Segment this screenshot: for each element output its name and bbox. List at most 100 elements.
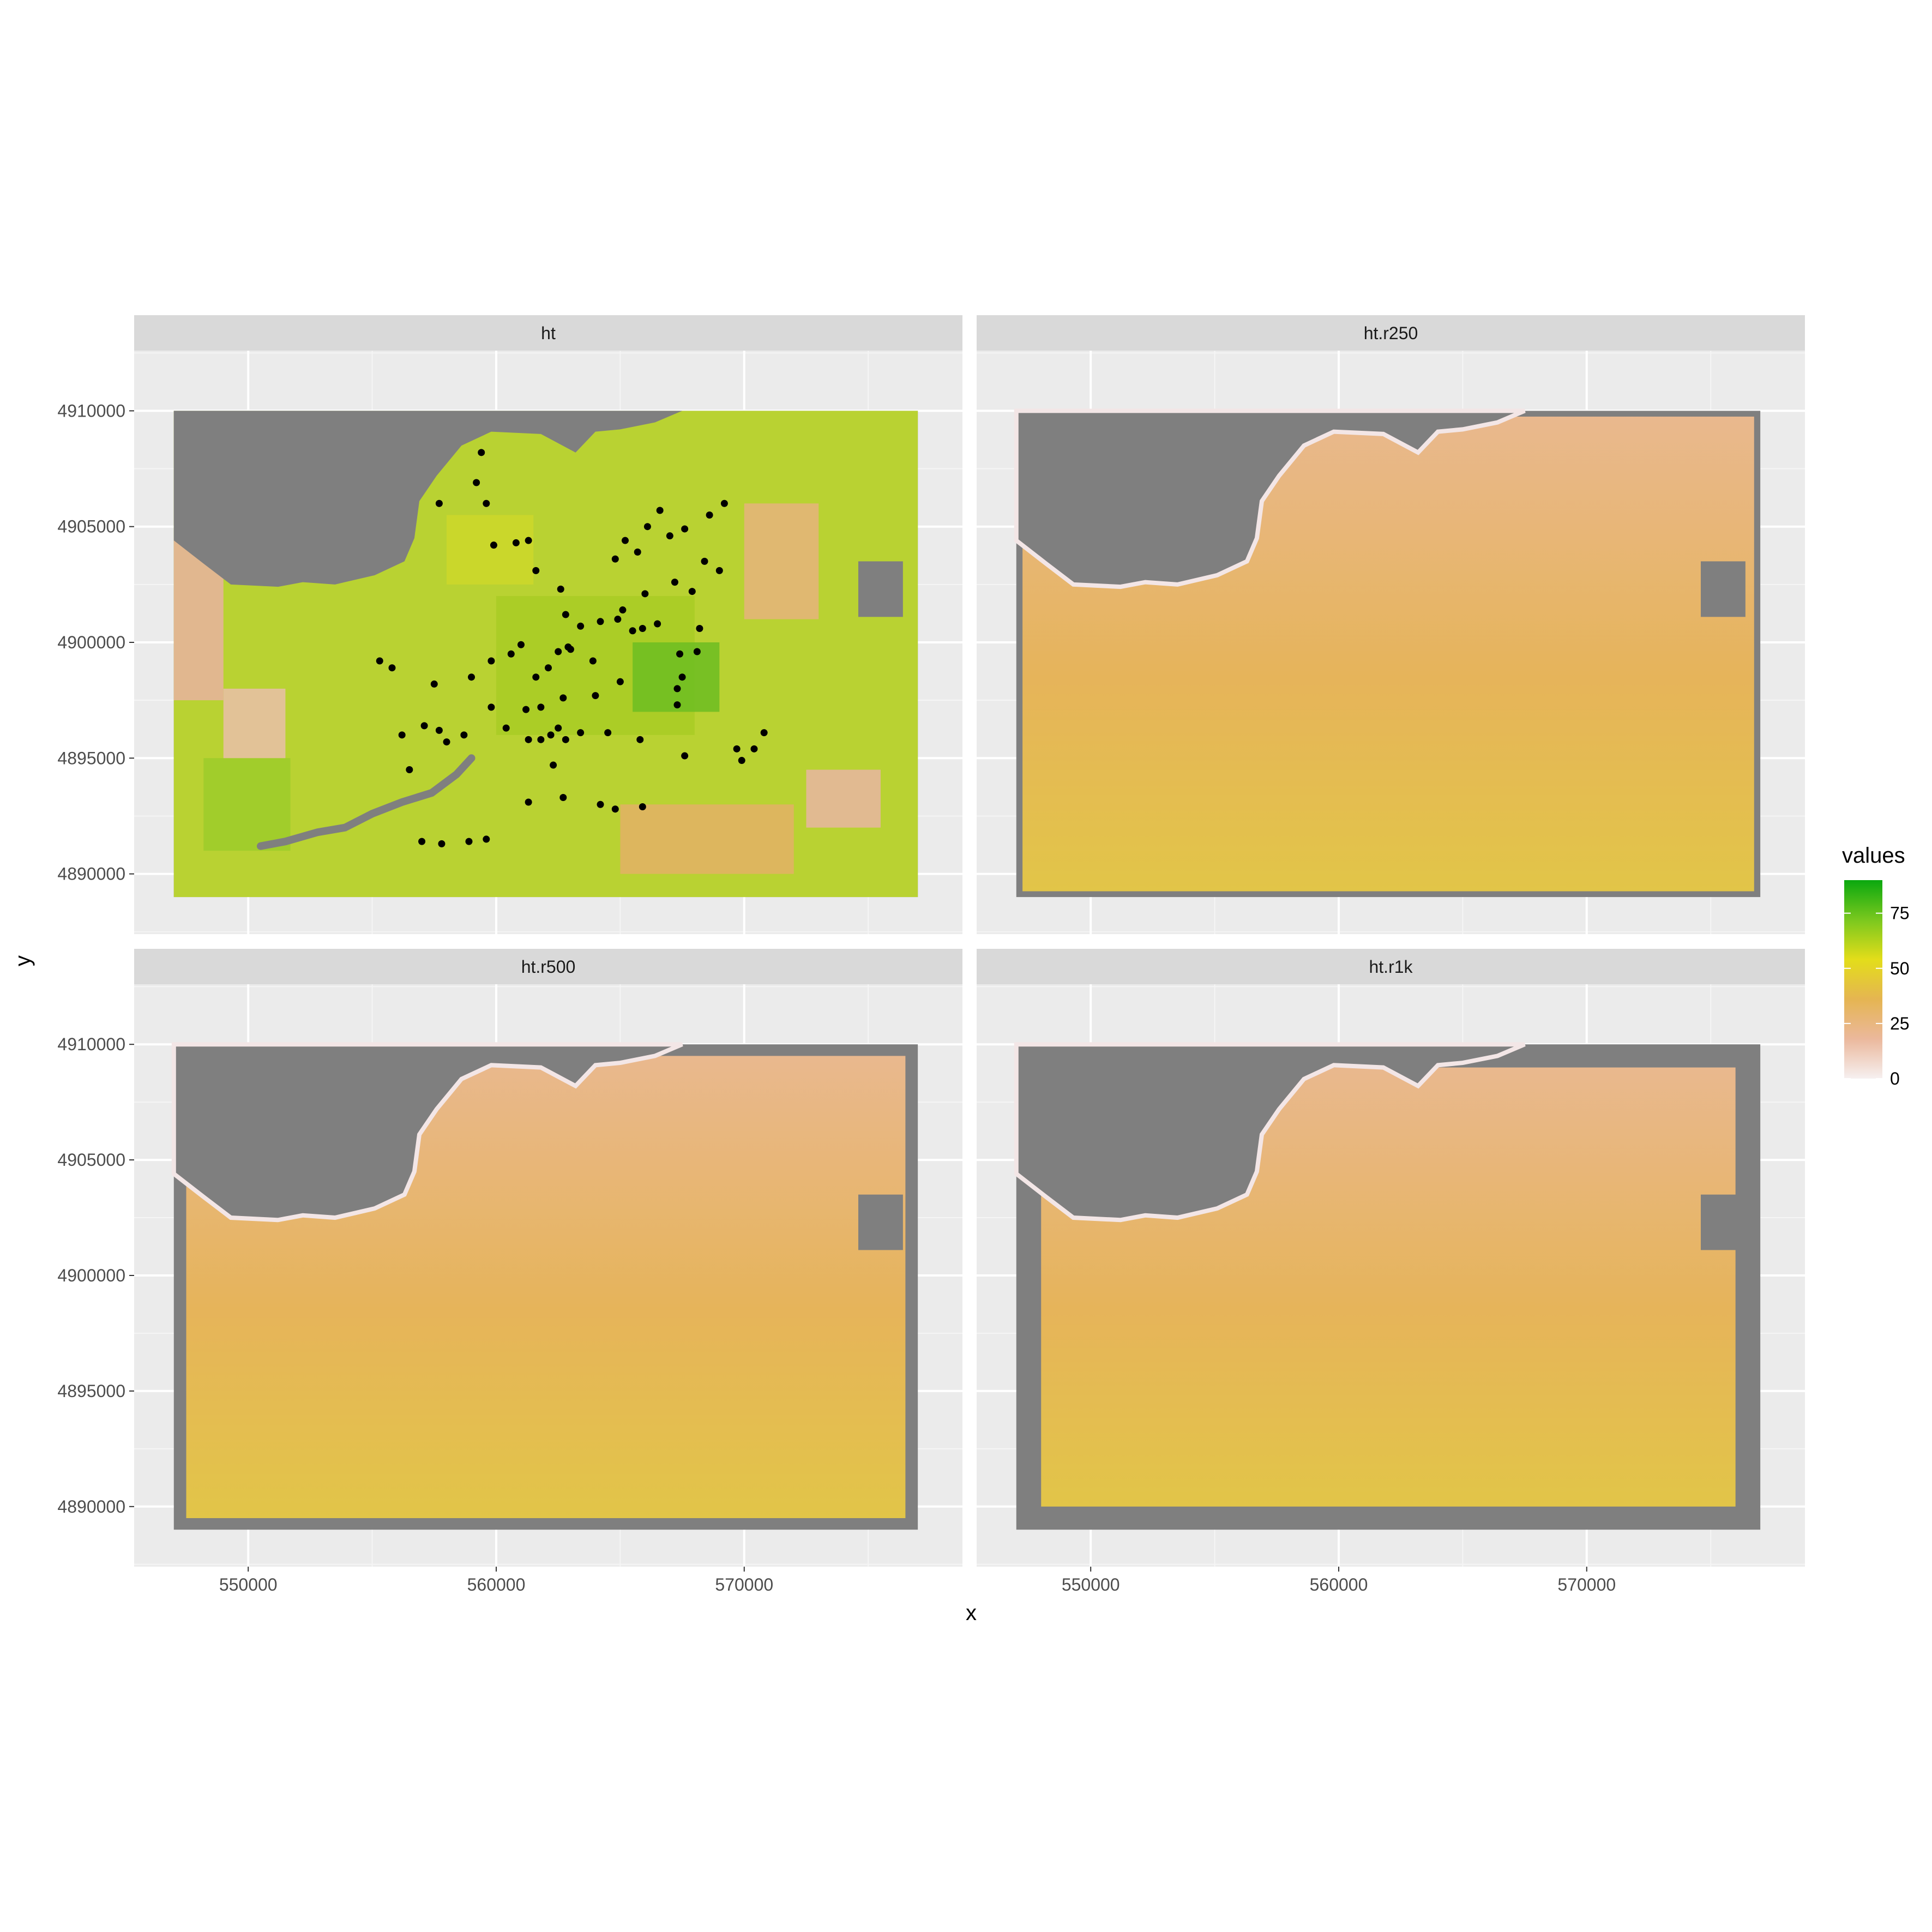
raster-patch <box>633 642 720 712</box>
sample-point <box>460 731 468 739</box>
sample-point <box>589 657 597 665</box>
sample-point <box>465 838 473 845</box>
facet-panel-ht-r500: ht.r500 4890000 4895000 4900000 4905000 49100… <box>57 949 962 1594</box>
sample-point <box>629 627 636 635</box>
masked-area-east <box>1700 561 1746 617</box>
facet-strip <box>977 949 1805 984</box>
legend-tick-label: 75 <box>1890 904 1910 923</box>
sample-point <box>738 757 745 765</box>
y-tick-label: 4905000 <box>57 1150 125 1170</box>
sample-point <box>616 678 624 685</box>
legend-tick-label: 50 <box>1890 959 1910 978</box>
sample-point <box>715 567 723 574</box>
sample-point <box>545 664 552 672</box>
y-tick-label: 4890000 <box>57 1497 125 1516</box>
facet-strip <box>977 315 1805 351</box>
sample-point <box>604 729 612 737</box>
legend-ticks: 0 25 50 75 <box>1844 904 1910 1088</box>
sample-point <box>693 648 701 655</box>
sample-point <box>760 729 768 737</box>
sample-point <box>525 798 532 806</box>
y-tick-label: 4905000 <box>57 517 125 537</box>
sample-point <box>681 525 689 533</box>
x-tick-label: 570000 <box>715 1575 773 1594</box>
sample-point <box>438 840 446 847</box>
sample-point <box>676 650 684 658</box>
y-tick-label: 4900000 <box>57 1266 125 1285</box>
legend-colorbar <box>1844 880 1882 1079</box>
sample-point <box>611 555 619 563</box>
raster-patch <box>203 758 291 851</box>
facet-strip-label: ht.r500 <box>521 957 576 977</box>
sample-point <box>555 724 562 732</box>
sample-point <box>406 766 413 774</box>
y-tick-label: 4895000 <box>57 748 125 768</box>
sample-point <box>559 793 567 801</box>
sample-point <box>641 590 649 598</box>
sample-point <box>639 803 646 810</box>
x-tick-label: 570000 <box>1557 1575 1616 1594</box>
facet-strip-label: ht.r250 <box>1364 323 1418 343</box>
sample-point <box>643 523 651 531</box>
sample-point <box>621 537 629 544</box>
legend-tick-label: 25 <box>1890 1014 1910 1033</box>
x-tick-label: 550000 <box>219 1575 278 1594</box>
sample-point <box>435 726 443 734</box>
sample-point <box>487 657 495 665</box>
raster-patch <box>620 804 794 874</box>
sample-point <box>517 641 525 648</box>
sample-point <box>688 588 696 595</box>
masked-area-east <box>858 561 903 617</box>
sample-point <box>673 685 681 693</box>
masked-area-east <box>1700 1194 1746 1250</box>
sample-point <box>597 801 604 808</box>
sample-point <box>487 703 495 711</box>
raster-patch <box>223 688 286 759</box>
y-tick-label: 4890000 <box>57 864 125 884</box>
facet-panel-ht: ht 4890000 4895000 4900000 4905000 4910000 <box>57 315 962 934</box>
sample-point <box>614 616 622 623</box>
sample-point <box>483 835 490 843</box>
sample-point <box>435 499 443 507</box>
y-tick-label: 4895000 <box>57 1381 125 1401</box>
sample-point <box>706 511 713 519</box>
sample-point <box>507 650 515 658</box>
sample-point <box>639 625 646 633</box>
facet-panels: ht48900004895000490000049050004910000ht.… <box>57 315 1805 1594</box>
masked-area-north <box>1014 1042 1526 1223</box>
sample-point <box>443 738 450 746</box>
facet-panel-ht-r250: ht.r250 <box>977 315 1805 934</box>
sample-point <box>547 731 555 739</box>
sample-point <box>619 606 627 614</box>
sample-point <box>564 643 572 651</box>
y-tick-label: 4900000 <box>57 633 125 652</box>
sample-point <box>532 673 540 681</box>
raster-patch <box>447 515 534 585</box>
masked-area-north <box>173 411 683 587</box>
sample-point <box>555 648 562 655</box>
legend-tick-label: 0 <box>1890 1069 1900 1088</box>
sample-point <box>577 729 585 737</box>
sample-point <box>611 805 619 813</box>
y-tick-label: 4910000 <box>57 1034 125 1054</box>
legend-title: values <box>1842 844 1905 868</box>
sample-point <box>696 625 703 633</box>
sample-point <box>388 664 396 672</box>
sample-point <box>418 838 426 845</box>
sample-point <box>522 706 530 713</box>
sample-point <box>398 731 406 739</box>
sample-point <box>490 541 497 549</box>
color-legend: values 0 25 50 75 <box>1842 844 1910 1088</box>
sample-point <box>502 724 510 732</box>
sample-point <box>597 618 604 625</box>
raster-patch <box>806 769 881 828</box>
x-tick-label: 560000 <box>1310 1575 1368 1594</box>
sample-point <box>537 703 545 711</box>
sample-point <box>678 673 686 681</box>
sample-points <box>376 449 768 847</box>
sample-point <box>750 745 758 753</box>
facet-strip-label: ht.r1k <box>1369 957 1413 977</box>
sample-point <box>562 736 569 743</box>
sample-point <box>701 557 708 565</box>
